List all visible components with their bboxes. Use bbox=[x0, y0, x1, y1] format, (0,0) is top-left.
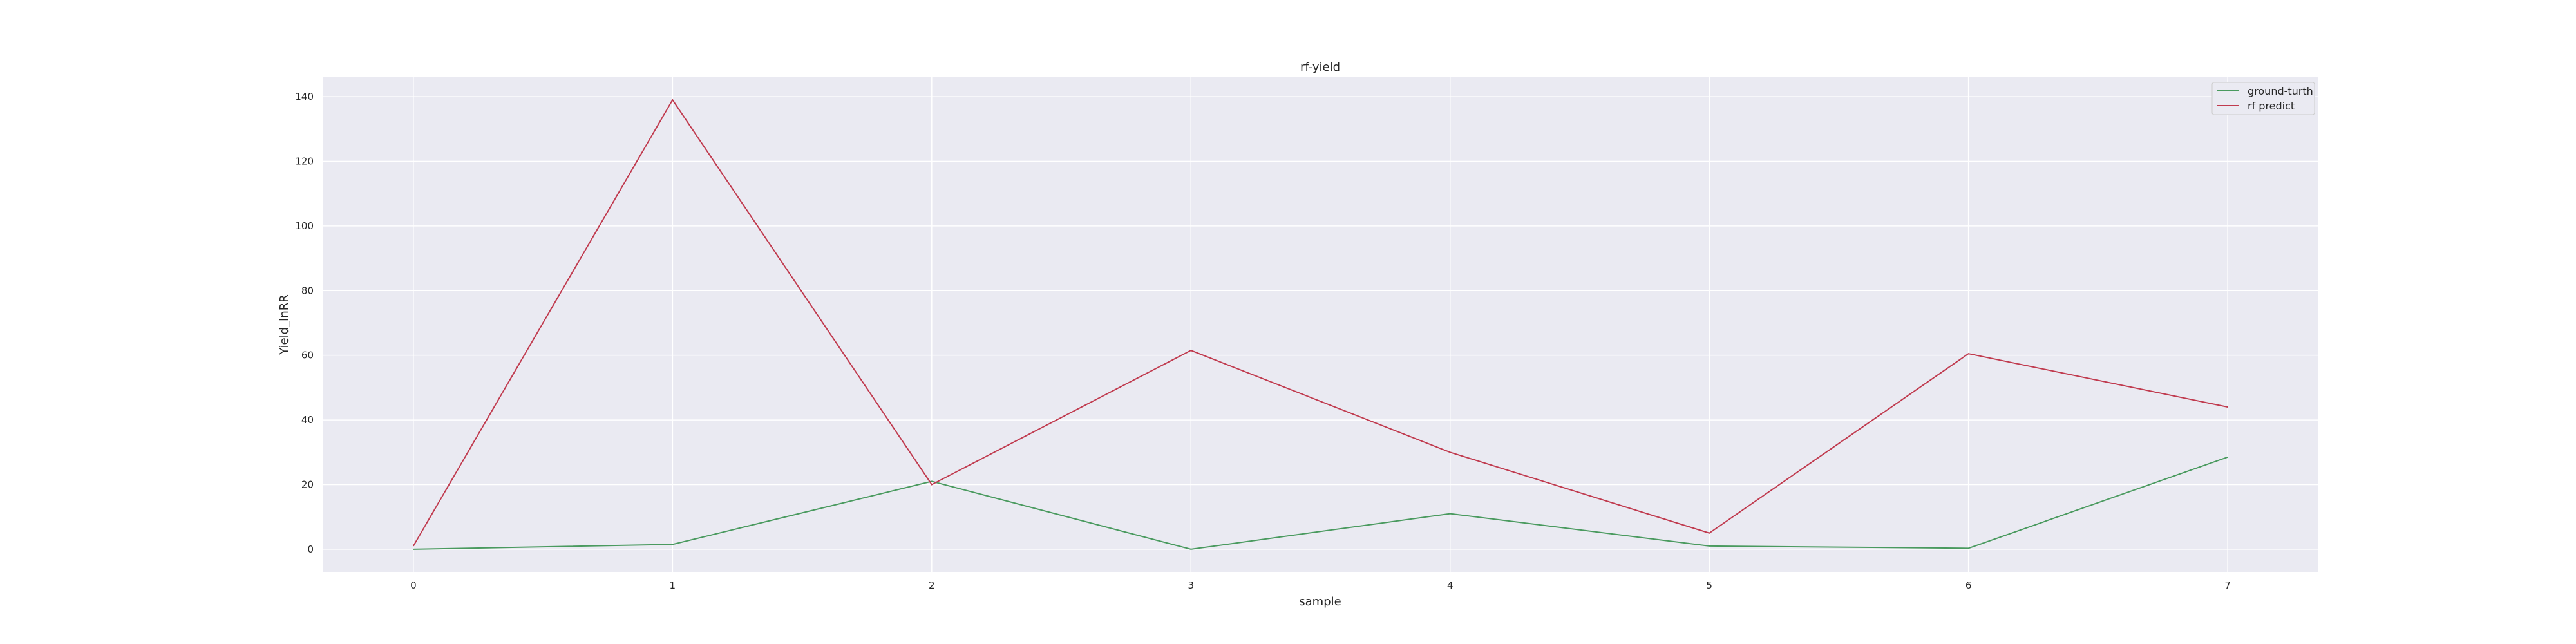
x-tick-label: 7 bbox=[2224, 580, 2231, 591]
x-tick-label: 2 bbox=[929, 580, 935, 591]
x-tick-label: 3 bbox=[1188, 580, 1194, 591]
y-axis-label: Yield_InRR bbox=[278, 294, 291, 355]
legend-label-rf-predict: rf predict bbox=[2248, 100, 2295, 112]
x-tick-label: 4 bbox=[1447, 580, 1454, 591]
x-axis-label: sample bbox=[1299, 595, 1341, 609]
y-tick-label: 80 bbox=[301, 285, 314, 296]
y-tick-labels: 0 20 40 60 80 100 120 140 bbox=[295, 91, 314, 555]
grid bbox=[323, 77, 2318, 572]
plot-background bbox=[323, 77, 2318, 572]
x-tick-labels: 0 1 2 3 4 5 6 7 bbox=[410, 580, 2231, 591]
x-tick-label: 0 bbox=[410, 580, 417, 591]
series-line-ground-turth bbox=[413, 456, 2228, 550]
y-tick-label: 20 bbox=[301, 478, 314, 490]
legend: ground-turth rf predict bbox=[2211, 82, 2315, 115]
chart-title: rf-yield bbox=[1300, 61, 1340, 74]
y-tick-label: 140 bbox=[295, 91, 314, 102]
y-tick-label: 120 bbox=[295, 156, 314, 167]
series-line-rf-predict bbox=[412, 99, 2228, 547]
y-tick-label: 60 bbox=[301, 350, 314, 361]
x-tick-label: 1 bbox=[670, 580, 676, 591]
y-tick-label: 0 bbox=[307, 544, 314, 555]
legend-label-ground-turth: ground-turth bbox=[2248, 85, 2313, 97]
series-group bbox=[412, 99, 2228, 550]
y-tick-label: 40 bbox=[301, 414, 314, 426]
x-tick-label: 5 bbox=[1706, 580, 1712, 591]
x-tick-label: 6 bbox=[1965, 580, 1972, 591]
y-tick-label: 100 bbox=[295, 220, 314, 232]
